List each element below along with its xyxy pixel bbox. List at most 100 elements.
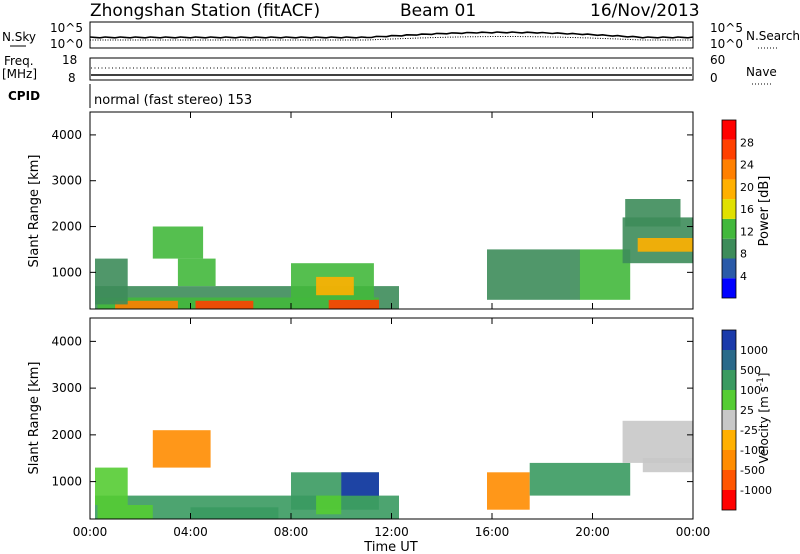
power-colorbar-swatch xyxy=(722,218,736,239)
velocity-colorbar-swatch xyxy=(722,350,736,370)
power-colorbar-swatch xyxy=(722,139,736,160)
velocity-cell-region xyxy=(529,462,631,496)
power-cell-region xyxy=(316,276,354,296)
velocity-colorbar-tick-label: 100 xyxy=(740,384,761,397)
velocity-colorbar-swatch xyxy=(722,330,736,350)
velocity-y-axis: 1000 2000 3000 4000 xyxy=(51,334,693,489)
velocity-colorbar-label: Velocity [m s-1] xyxy=(756,373,771,464)
power-cell-region xyxy=(625,199,681,227)
time-x-label: Time UT xyxy=(363,540,417,554)
power-cell-region xyxy=(115,300,178,309)
velocity-colorbar-tick-label: -1000 xyxy=(740,484,772,497)
power-colorbar-swatch xyxy=(722,159,736,180)
power-colorbar-swatch xyxy=(722,238,736,259)
station-title: Zhongshan Station (fitACF) xyxy=(90,1,320,21)
x-tick-label: 00:00 xyxy=(676,525,711,539)
velocity-cell-region xyxy=(316,495,342,515)
velocity-cell-region xyxy=(622,420,693,463)
velocity-colorbar-swatch xyxy=(722,450,736,470)
power-colorbar-tick-label: 28 xyxy=(740,136,754,149)
power-cell-region xyxy=(177,258,216,287)
velocity-panel: 1000 2000 3000 4000 Slant Range [km] -1000 -… xyxy=(27,112,772,554)
freq-label: Freq. xyxy=(4,54,34,68)
power-cell-region xyxy=(487,249,580,300)
power-colorbar-label: Power [dB] xyxy=(757,176,772,247)
freq-tick-top: 18 xyxy=(62,53,77,67)
power-heatmap xyxy=(95,199,693,309)
velocity-cell-region xyxy=(95,467,128,505)
power-colorbar-tick-label: 8 xyxy=(740,248,747,261)
x-tick-label: 20:00 xyxy=(575,525,610,539)
cpid-text: normal (fast stereo) 153 xyxy=(94,93,252,108)
power-panel: 1000 2000 3000 4000 Slant Range [km] 4 8 12 16… xyxy=(27,111,772,310)
power-cell-region xyxy=(579,249,631,300)
power-colorbar: 4 8 12 16 20 24 28 xyxy=(721,119,754,299)
time-x-axis: 00:00 04:00 08:00 12:00 16:00 20:00 00:00 xyxy=(73,112,711,539)
y-tick-label: 4000 xyxy=(51,334,82,348)
velocity-cell-region xyxy=(341,472,379,496)
power-colorbar-swatch xyxy=(722,199,736,219)
power-cell-region xyxy=(195,300,254,309)
n-search-label: N.Search xyxy=(746,29,800,43)
noise-sky-trace xyxy=(89,31,694,39)
power-colorbar-tick-label: 20 xyxy=(740,181,754,194)
freq-unit-label: [MHz] xyxy=(2,67,37,81)
cpid-label: CPID xyxy=(8,89,40,103)
n-sky-tick-bottom: 10^0 xyxy=(50,37,83,51)
x-tick-label: 04:00 xyxy=(173,525,208,539)
velocity-colorbar-swatch xyxy=(722,490,736,510)
velocity-y-label: Slant Range [km] xyxy=(27,362,42,475)
n-search-tick-top: 10^5 xyxy=(710,21,743,35)
power-colorbar-tick-label: 4 xyxy=(740,270,747,283)
y-tick-label: 1000 xyxy=(51,475,82,489)
beam-title: Beam 01 xyxy=(400,1,476,21)
power-y-label: Slant Range [km] xyxy=(27,155,42,268)
velocity-colorbar-swatch xyxy=(722,370,736,390)
velocity-colorbar-tick-label: 1000 xyxy=(740,344,768,357)
noise-panel: N.Sky 10^5 10^0 10^5 10^0 N.Search xyxy=(2,21,800,51)
y-tick-label: 1000 xyxy=(51,265,82,279)
power-cell-region xyxy=(152,226,204,259)
nave-tick-bottom: 0 xyxy=(710,71,718,85)
x-tick-label: 12:00 xyxy=(374,525,409,539)
cpid-panel: CPID normal (fast stereo) 153 xyxy=(8,84,252,108)
y-tick-label: 2000 xyxy=(51,428,82,442)
velocity-colorbar-tick-label: 500 xyxy=(740,364,761,377)
power-cell-region xyxy=(95,258,128,305)
velocity-cell-region xyxy=(152,430,211,468)
power-colorbar-tick-label: 12 xyxy=(740,225,754,238)
noise-search-trace xyxy=(90,36,693,41)
y-tick-label: 2000 xyxy=(51,220,82,234)
velocity-colorbar-tick-label: -25 xyxy=(740,424,758,437)
n-sky-tick-top: 10^5 xyxy=(50,21,83,35)
power-cell-region xyxy=(637,238,693,252)
y-tick-label: 3000 xyxy=(51,381,82,395)
date-title: 16/Nov/2013 xyxy=(590,1,700,21)
velocity-colorbar-swatch xyxy=(722,430,736,450)
power-colorbar-swatch xyxy=(722,120,736,140)
velocity-cell-region xyxy=(97,505,153,519)
power-colorbar-swatch xyxy=(722,258,736,279)
x-tick-label: 08:00 xyxy=(274,525,309,539)
x-tick-label: 00:00 xyxy=(73,525,108,539)
nave-label: Nave xyxy=(746,65,777,79)
power-y-axis: 1000 2000 3000 4000 xyxy=(51,128,693,279)
velocity-cell-region xyxy=(642,458,694,473)
frequency-panel: Freq. [MHz] 18 8 60 0 Nave xyxy=(2,53,777,85)
freq-tick-bottom: 8 xyxy=(68,71,76,85)
velocity-colorbar-swatch xyxy=(722,390,736,410)
velocity-cell-region xyxy=(487,472,530,510)
n-search-tick-bottom: 10^0 xyxy=(710,37,743,51)
nave-tick-top: 60 xyxy=(710,53,725,67)
velocity-colorbar: -1000 -500 -100 -25 25 100 500 1000 xyxy=(721,329,772,511)
y-tick-label: 4000 xyxy=(51,128,82,142)
velocity-colorbar-swatch xyxy=(722,470,736,490)
x-tick-label: 16:00 xyxy=(475,525,510,539)
n-sky-label: N.Sky xyxy=(2,30,36,44)
velocity-heatmap xyxy=(95,420,694,519)
y-tick-label: 3000 xyxy=(51,174,82,188)
power-cell-region xyxy=(328,299,379,309)
velocity-colorbar-tick-label: 25 xyxy=(740,404,754,417)
power-colorbar-tick-label: 24 xyxy=(740,159,754,172)
